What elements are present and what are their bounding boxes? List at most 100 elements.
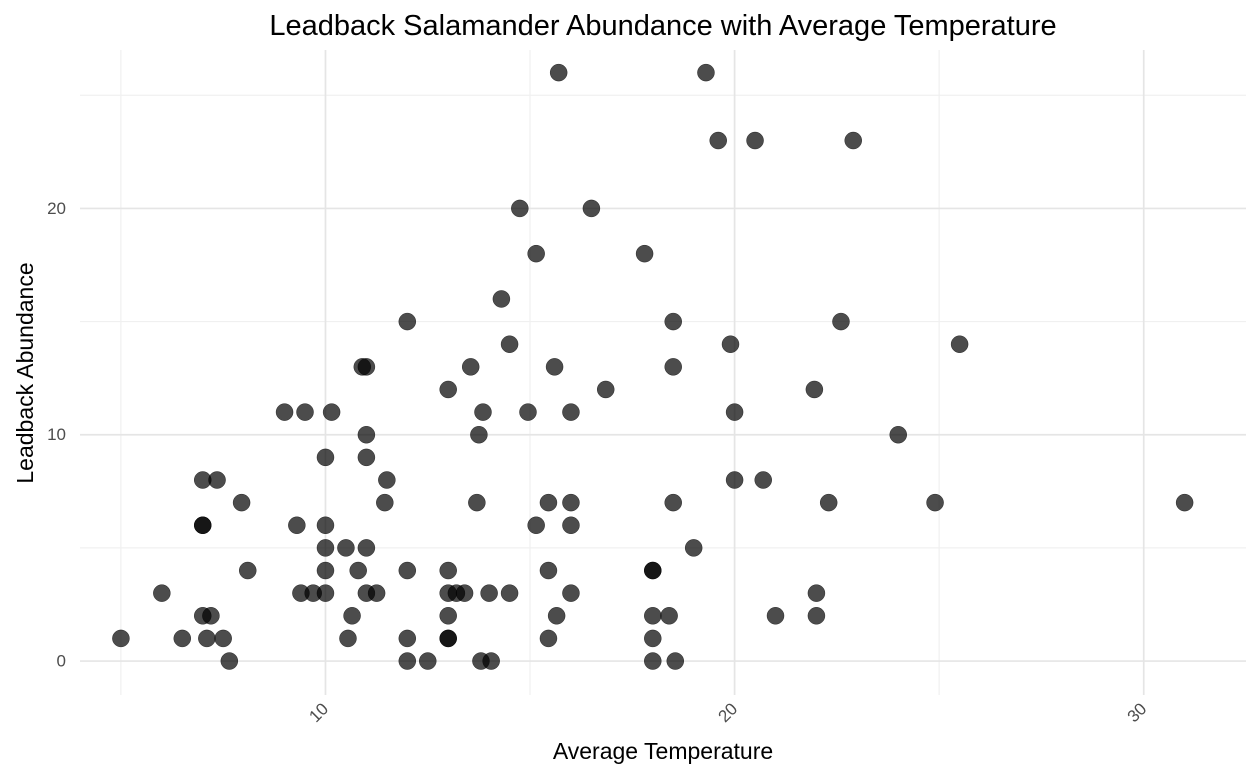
data-point xyxy=(232,493,251,512)
data-point xyxy=(664,312,682,331)
data-point xyxy=(322,403,341,421)
data-point xyxy=(500,584,519,602)
data-point xyxy=(339,629,357,648)
data-point xyxy=(316,516,335,535)
data-point xyxy=(697,63,715,82)
data-point xyxy=(644,629,662,648)
data-point xyxy=(480,584,498,602)
data-point xyxy=(220,652,239,670)
data-point xyxy=(153,584,171,602)
data-point xyxy=(562,493,580,512)
data-point xyxy=(562,584,580,602)
x-axis-title: Average Temperature xyxy=(553,738,773,764)
data-point xyxy=(844,131,862,150)
data-point xyxy=(482,652,500,670)
data-point xyxy=(398,561,417,580)
data-point xyxy=(288,516,306,535)
y-tick-label: 20 xyxy=(47,199,66,218)
data-point xyxy=(238,561,257,580)
data-point xyxy=(547,607,566,625)
data-point xyxy=(316,448,335,467)
data-point xyxy=(208,471,226,489)
data-point xyxy=(357,539,376,557)
data-point xyxy=(805,380,824,399)
data-point xyxy=(398,312,417,331)
data-point xyxy=(398,652,417,670)
data-point xyxy=(470,425,488,444)
data-point xyxy=(455,584,474,602)
data-point xyxy=(349,561,367,580)
data-point xyxy=(926,493,944,512)
data-point xyxy=(889,425,907,444)
y-axis-title: Leadback Abundance xyxy=(12,262,38,483)
data-point xyxy=(562,516,580,535)
y-tick-label: 0 xyxy=(57,652,66,671)
data-point xyxy=(439,629,457,648)
data-point xyxy=(439,380,457,399)
data-point xyxy=(398,629,417,648)
data-point xyxy=(1175,493,1194,512)
data-point xyxy=(539,493,558,512)
data-point xyxy=(725,403,744,421)
data-point xyxy=(549,63,568,82)
data-point xyxy=(419,652,437,670)
data-point xyxy=(766,607,785,625)
data-point xyxy=(709,131,727,150)
data-point xyxy=(660,607,678,625)
data-point xyxy=(468,493,486,512)
data-point xyxy=(296,403,314,421)
data-point xyxy=(684,539,703,557)
data-point xyxy=(539,561,558,580)
data-point xyxy=(461,358,480,376)
data-point xyxy=(376,493,394,512)
data-point xyxy=(832,312,850,331)
data-point xyxy=(807,584,826,602)
data-point xyxy=(807,607,826,625)
data-point xyxy=(545,358,564,376)
data-point xyxy=(644,652,662,670)
data-point xyxy=(666,652,685,670)
data-point xyxy=(635,244,654,263)
data-point xyxy=(500,335,519,353)
data-point xyxy=(492,290,511,308)
data-point xyxy=(343,607,361,625)
data-point xyxy=(367,584,386,602)
data-point xyxy=(527,516,545,535)
data-point xyxy=(725,471,744,489)
chart-title: Leadback Salamander Abundance with Avera… xyxy=(269,10,1056,42)
data-point xyxy=(746,131,764,150)
grid-lines xyxy=(80,50,1246,695)
data-point xyxy=(950,335,969,353)
data-point xyxy=(316,584,335,602)
data-point xyxy=(214,629,232,648)
data-point xyxy=(644,561,662,580)
data-point xyxy=(316,539,335,557)
data-point xyxy=(511,199,529,218)
data-point xyxy=(539,629,558,648)
y-tick-label: 10 xyxy=(47,425,66,444)
data-point xyxy=(357,425,376,444)
data-point xyxy=(664,493,682,512)
data-point xyxy=(193,516,212,535)
data-point xyxy=(754,471,772,489)
data-point xyxy=(275,403,294,421)
data-point xyxy=(198,629,216,648)
data-point xyxy=(378,471,396,489)
data-point xyxy=(562,403,580,421)
data-point xyxy=(582,199,601,218)
data-point xyxy=(527,244,545,263)
data-points xyxy=(112,63,1194,670)
data-point xyxy=(519,403,537,421)
data-point xyxy=(112,629,130,648)
data-point xyxy=(357,448,376,467)
data-point xyxy=(644,607,662,625)
data-point xyxy=(596,380,615,399)
data-point xyxy=(721,335,740,353)
data-point xyxy=(337,539,355,557)
data-point xyxy=(439,607,457,625)
data-point xyxy=(664,358,682,376)
data-point xyxy=(357,358,376,376)
